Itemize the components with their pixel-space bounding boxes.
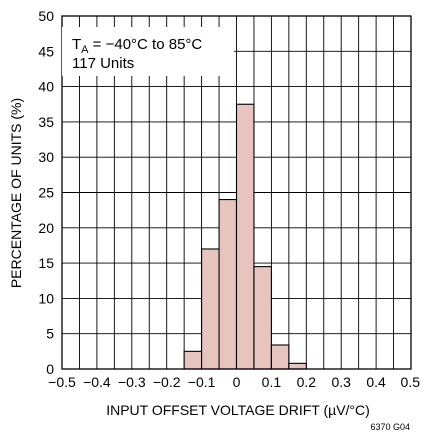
x-tick-label: 0.3 [331,374,351,390]
y-tick-label: 5 [46,326,54,342]
histogram-bar [270,344,290,370]
histogram-bar [253,266,272,370]
figure-id: 6370 G04 [370,422,410,432]
y-tick-label: 20 [38,220,54,236]
x-tick-label: 0.4 [366,374,386,390]
x-tick-label: −0.4 [83,374,111,390]
y-tick-label: 35 [38,114,54,130]
y-tick-label: 30 [38,149,54,165]
histogram-bar [201,248,220,370]
x-tick-label: −0.2 [153,374,181,390]
ta-prefix: T [72,36,81,53]
y-tick-label: 40 [38,79,54,95]
x-tick-label: −0.3 [118,374,146,390]
units-annotation: 117 Units [72,55,134,72]
x-tick-label: 0.1 [262,374,282,390]
histogram-bar [288,362,307,370]
y-tick-labels: 0 5 10 15 20 25 30 35 40 45 50 [38,8,54,377]
temperature-annotation: TA = −40°C to 85°C [72,36,202,56]
y-tick-label: 10 [38,290,54,306]
x-tick-label: −0.5 [48,374,76,390]
ta-range: = −40°C to 85°C [89,36,203,53]
x-tick-label: 0.5 [401,374,421,390]
plot-frame [61,15,412,370]
ta-subscript: A [81,44,89,56]
histogram-bar [235,103,255,370]
x-tick-label: 0 [233,374,241,390]
histogram-bars [183,103,307,370]
x-tick-labels: −0.5 −0.4 −0.3 −0.2 −0.1 0 0.1 0.2 0.3 0.4 0.5 [48,374,420,390]
x-tick-label: −0.1 [188,374,216,390]
histogram-bar [183,350,203,370]
annotation-box [62,27,234,76]
histogram-bar [218,199,238,370]
y-tick-label: 25 [38,185,54,201]
y-tick-label: 50 [38,8,54,24]
y-axis-label: PERCENTAGE OF UNITS (%) [8,98,24,288]
x-tick-label: 0.2 [297,374,317,390]
y-tick-label: 45 [38,43,54,59]
x-axis-label: INPUT OFFSET VOLTAGE DRIFT (µV/°C) [106,402,370,418]
y-tick-label: 15 [38,255,54,271]
y-tick-label: 0 [46,361,54,377]
